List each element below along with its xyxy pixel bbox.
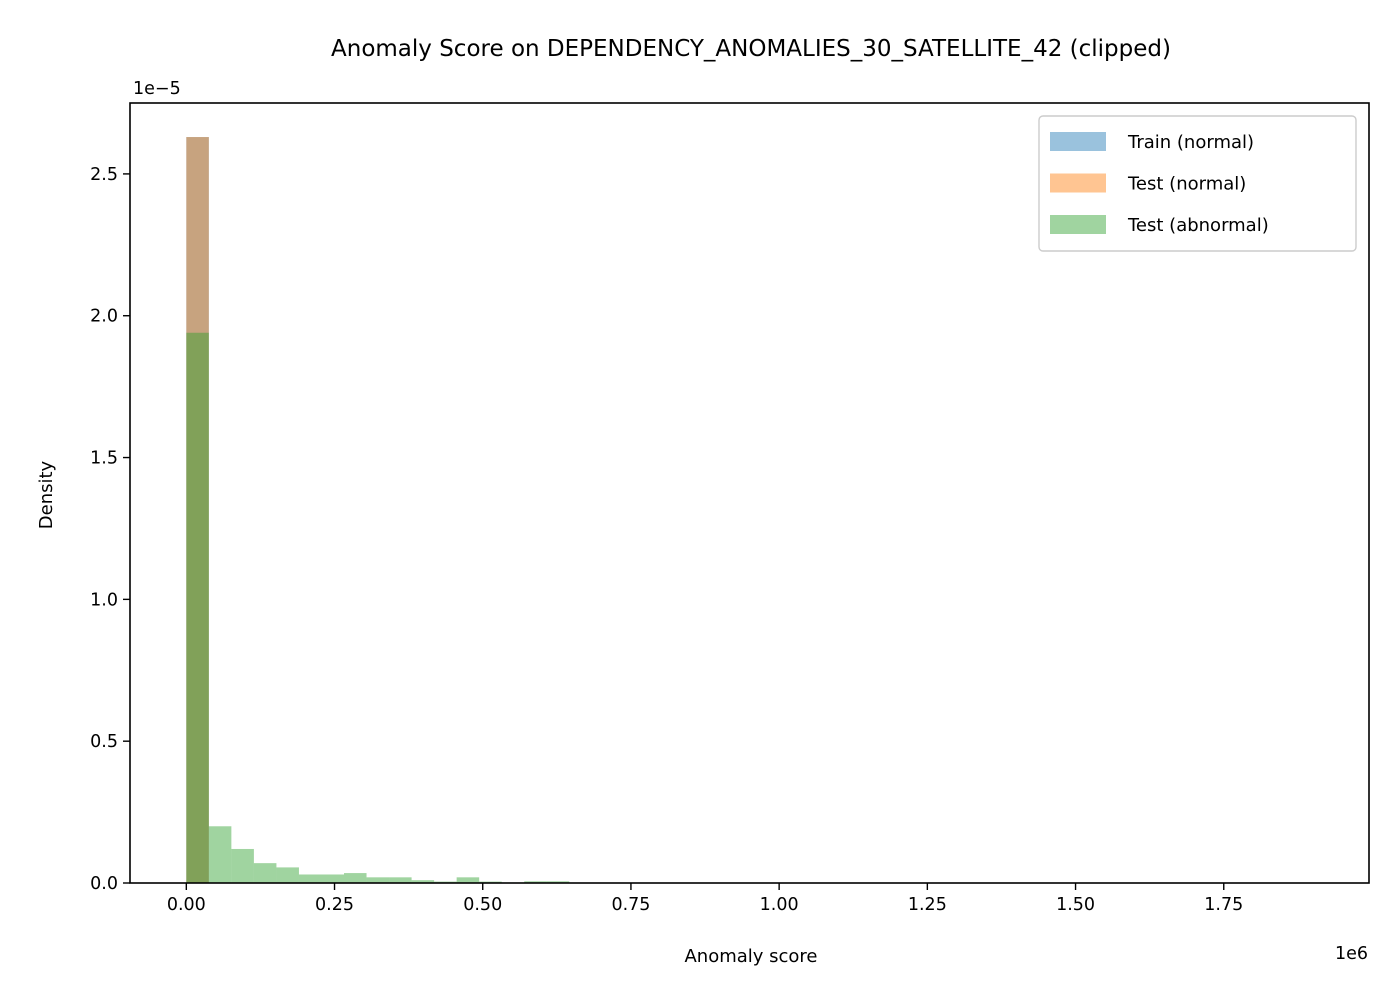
y-tick-label: 2.5 <box>90 165 118 185</box>
legend: Train (normal) Test (normal) Test (abnorma… <box>1038 115 1357 252</box>
series-0 <box>186 137 209 883</box>
y-axis-label: Density <box>36 460 57 529</box>
y-tick-label: 1.0 <box>90 590 118 610</box>
legend-swatch <box>1050 215 1106 234</box>
x-tick-label: 1.00 <box>760 895 799 915</box>
bar <box>524 881 547 883</box>
bar <box>231 848 254 883</box>
bar <box>186 137 209 883</box>
x-tick-label: 1.75 <box>1204 895 1243 915</box>
chart-title: Anomaly Score on DEPENDENCY_ANOMALIES_30… <box>331 36 1171 62</box>
y-tick-label: 0.0 <box>90 874 118 894</box>
x-tick-label: 1.50 <box>1056 895 1095 915</box>
bars-layer <box>186 137 570 883</box>
bar <box>186 137 209 883</box>
x-tick-label: 0.75 <box>611 895 650 915</box>
y-tick-label: 1.5 <box>90 449 118 469</box>
series-2 <box>186 332 570 883</box>
legend-label: Test (abnormal) <box>1127 215 1269 236</box>
bar <box>253 863 277 883</box>
y-offset-text: 1e−5 <box>133 79 181 99</box>
x-tick-label: 1.25 <box>908 895 947 915</box>
bar <box>344 873 367 883</box>
x-tick-label: 0.00 <box>167 895 206 915</box>
legend-label: Train (normal) <box>1127 132 1254 153</box>
legend-box <box>1038 115 1357 252</box>
legend-swatch <box>1050 173 1106 193</box>
bar <box>321 874 345 883</box>
plot-frame <box>129 102 1370 884</box>
x-offset-text: 1e6 <box>1335 944 1368 964</box>
bar <box>366 877 390 883</box>
bar <box>298 874 322 883</box>
y-tick-label: 0.5 <box>90 732 118 752</box>
x-tick-label: 0.25 <box>315 895 354 915</box>
series-1 <box>186 137 209 883</box>
x-axis-ticks: 0.00 0.25 0.50 0.75 1.00 1.25 1.50 1.75 <box>167 883 1243 915</box>
legend-label: Test (normal) <box>1127 174 1246 195</box>
x-tick-label: 0.50 <box>463 895 502 915</box>
bar <box>208 826 232 883</box>
legend-swatch <box>1050 132 1106 151</box>
bar <box>389 877 412 883</box>
bar <box>276 867 299 883</box>
bar <box>456 877 480 883</box>
bar <box>186 332 209 883</box>
bar <box>546 881 570 883</box>
bar <box>411 880 435 883</box>
x-axis-label: Anomaly score <box>684 946 817 967</box>
y-tick-label: 2.0 <box>90 307 118 327</box>
y-axis-ticks: 0.0 0.5 1.0 1.5 2.0 2.5 <box>90 165 130 894</box>
